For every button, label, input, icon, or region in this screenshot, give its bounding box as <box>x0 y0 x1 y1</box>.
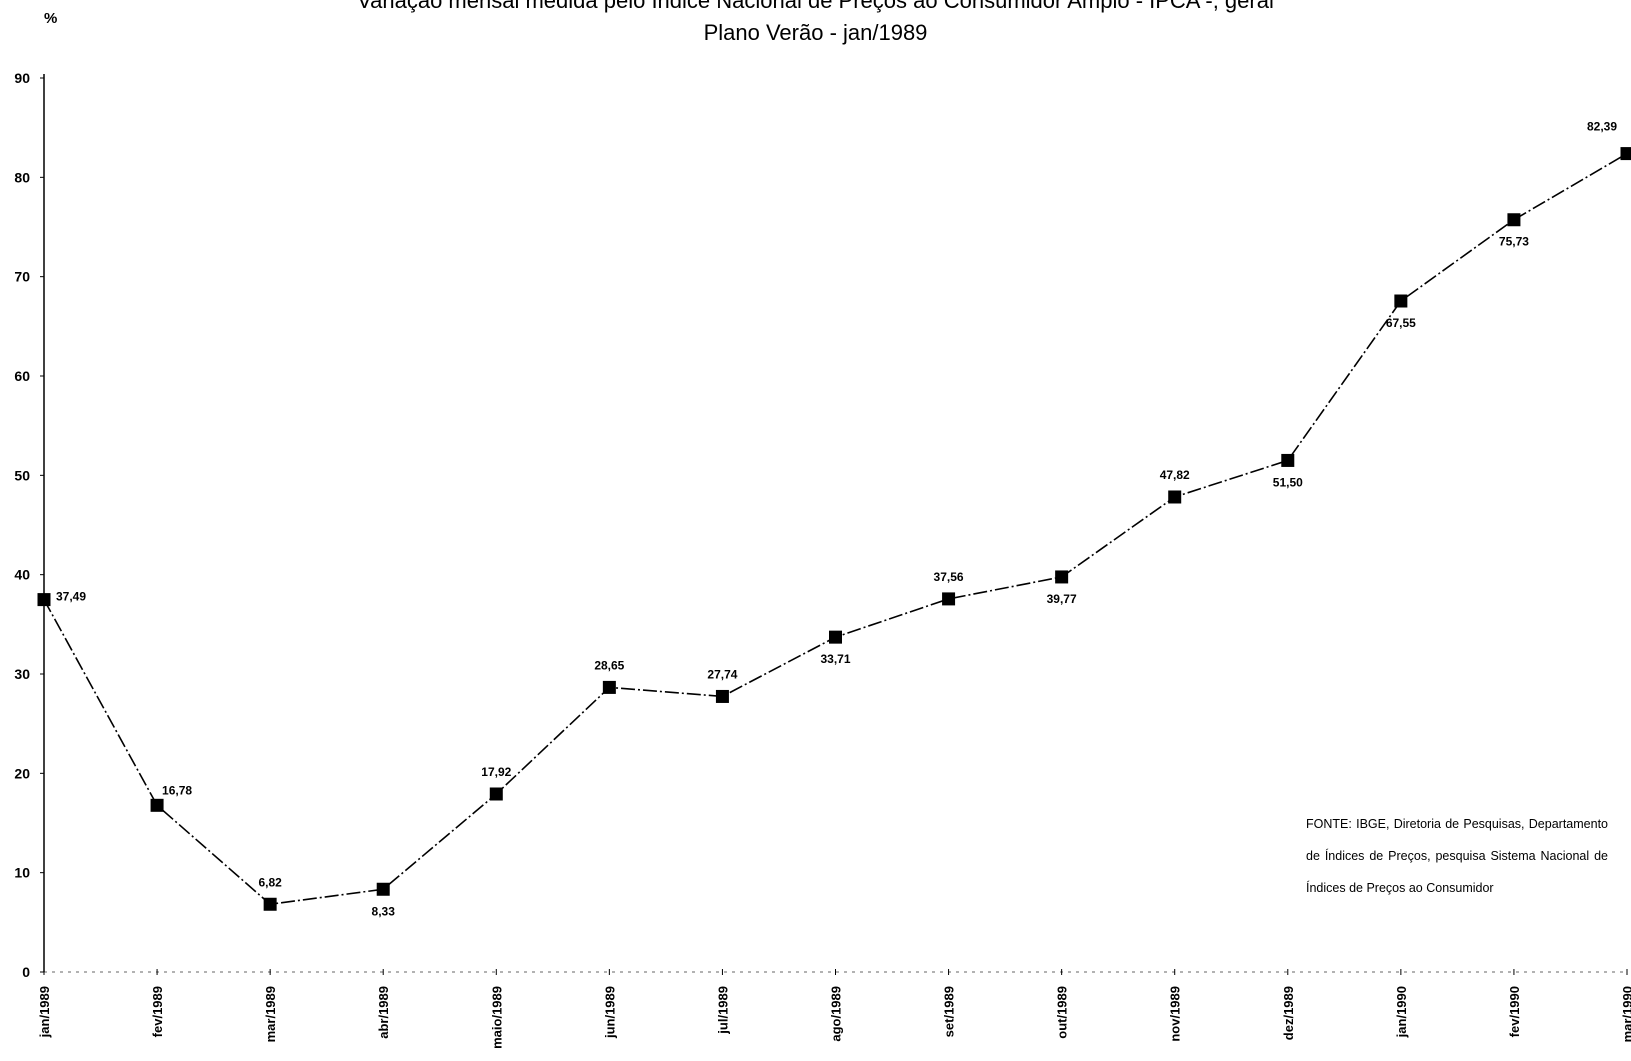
x-tick-label: nov/1989 <box>1168 986 1183 1042</box>
y-axis-unit-label: % <box>44 10 58 27</box>
data-point-marker <box>1281 453 1295 467</box>
x-tick-label: out/1989 <box>1055 986 1070 1039</box>
x-tick-label: fev/1990 <box>1507 986 1522 1037</box>
y-tick-label: 50 <box>14 467 30 483</box>
data-point-marker <box>829 630 842 644</box>
x-tick-label: abr/1989 <box>376 986 391 1039</box>
x-tick-label: maio/1989 <box>489 986 504 1049</box>
data-label: 47,82 <box>1160 468 1190 482</box>
data-label: 17,92 <box>481 765 511 779</box>
x-tick-label: set/1989 <box>942 986 957 1037</box>
y-tick-label: 80 <box>14 169 30 185</box>
y-tick-label: 40 <box>14 567 30 583</box>
y-tick-label: 60 <box>14 368 30 384</box>
x-tick-label: jul/1989 <box>715 986 730 1035</box>
data-point-marker <box>602 680 616 694</box>
data-point-marker <box>376 882 390 896</box>
y-tick-label: 90 <box>14 70 30 86</box>
data-point-marker <box>37 593 51 607</box>
data-label: 37,49 <box>56 590 86 604</box>
x-tick-label: ago/1989 <box>829 986 844 1042</box>
data-label: 28,65 <box>594 658 624 672</box>
data-point-marker <box>942 592 956 606</box>
data-label: 6,82 <box>258 875 282 889</box>
x-tick-label: dez/1989 <box>1281 986 1296 1040</box>
data-point-marker <box>489 787 503 801</box>
data-label: 67,55 <box>1386 316 1416 330</box>
x-tick-label: fev/1989 <box>150 986 165 1037</box>
data-label: 27,74 <box>707 667 737 681</box>
data-point-marker <box>1507 213 1521 227</box>
chart-title: Variação mensal medida pelo Índice Nacio… <box>357 0 1274 13</box>
data-label: 51,50 <box>1273 475 1303 489</box>
y-tick-label: 0 <box>22 964 30 980</box>
data-label: 33,71 <box>820 652 850 666</box>
data-point-marker <box>1168 490 1182 504</box>
series-line <box>43 152 1628 906</box>
chart-subtitle: Plano Verão - jan/1989 <box>703 20 928 45</box>
data-label: 16,78 <box>162 783 192 797</box>
y-tick-label: 20 <box>14 765 30 781</box>
data-point-marker <box>150 798 164 812</box>
data-label: 37,56 <box>934 570 964 584</box>
data-label: 8,33 <box>372 904 396 918</box>
data-label: 39,77 <box>1047 592 1077 606</box>
data-point-marker <box>1055 570 1069 584</box>
y-tick-label: 10 <box>14 865 30 881</box>
source-note: FONTE: IBGE, Diretoria de Pesquisas, Dep… <box>1306 817 1608 895</box>
x-tick-label: jan/1990 <box>1394 986 1409 1038</box>
data-label: 82,39 <box>1587 120 1617 134</box>
data-point-marker <box>715 689 729 703</box>
y-tick-label: 70 <box>14 269 30 285</box>
x-tick-label: mar/1989 <box>263 986 278 1042</box>
data-point-marker <box>263 897 277 911</box>
data-point-marker <box>1620 147 1631 161</box>
y-tick-label: 30 <box>14 666 30 682</box>
x-tick-label: mar/1990 <box>1620 986 1631 1042</box>
data-point-marker <box>1394 294 1408 308</box>
x-tick-label: jan/1989 <box>37 986 52 1038</box>
x-tick-label: jun/1989 <box>602 986 617 1039</box>
data-label: 75,73 <box>1499 235 1529 249</box>
